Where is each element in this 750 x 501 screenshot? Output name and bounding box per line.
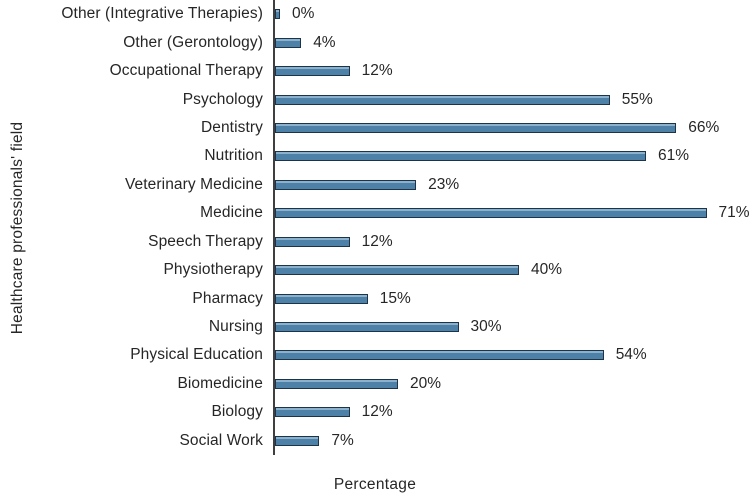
- bar: [275, 9, 280, 20]
- x-axis-title: Percentage: [333, 476, 417, 493]
- bar-row: Speech Therapy 12%: [36, 227, 750, 256]
- bar-row: Medicine 71%: [36, 199, 750, 228]
- bar-track: 20%: [273, 369, 750, 399]
- category-label: Psychology: [182, 90, 263, 108]
- bar: [275, 293, 368, 304]
- bar-row: Social Work 7%: [36, 426, 750, 455]
- category-label: Nutrition: [204, 147, 263, 165]
- bar: [275, 407, 350, 418]
- category-label: Occupational Therapy: [109, 62, 263, 80]
- value-label: 30%: [470, 318, 502, 336]
- value-label: 23%: [428, 175, 460, 193]
- bar: [275, 322, 459, 333]
- bar: [275, 122, 677, 133]
- bar-track: 12%: [273, 227, 750, 256]
- bar-track: 30%: [273, 312, 750, 342]
- bar-track: 12%: [273, 56, 750, 86]
- bar: [275, 435, 320, 446]
- category-label: Speech Therapy: [148, 232, 263, 250]
- bar: [275, 350, 604, 361]
- bar-track: 61%: [273, 142, 750, 171]
- bar-row: Biomedicine 20%: [36, 369, 750, 399]
- bar-track: 12%: [273, 398, 750, 427]
- bar-track: 15%: [273, 284, 750, 313]
- bar-row: Occupational Therapy 12%: [36, 56, 750, 86]
- value-label: 12%: [361, 403, 393, 421]
- bar: [275, 37, 302, 48]
- category-label: Nursing: [208, 318, 263, 336]
- bar-track: 40%: [273, 255, 750, 285]
- category-label: Veterinary Medicine: [124, 175, 263, 193]
- bar-track: 54%: [273, 341, 750, 370]
- y-axis-title: Healthcare professionals' field: [9, 121, 26, 334]
- bar-row: Dentistry 66%: [36, 113, 750, 143]
- category-label: Other (Integrative Therapies): [61, 5, 263, 23]
- chart-body: Healthcare professionals' field Other (I…: [0, 0, 750, 455]
- value-label: 54%: [615, 346, 647, 364]
- bar-row: Nutrition 61%: [36, 142, 750, 171]
- bar: [275, 265, 519, 276]
- value-label: 12%: [361, 62, 393, 80]
- bar-track: 66%: [273, 113, 750, 143]
- value-label: 71%: [718, 204, 750, 222]
- bar: [275, 179, 417, 190]
- value-label: 4%: [313, 33, 336, 51]
- category-label: Physical Education: [130, 346, 263, 364]
- bar-track: 4%: [273, 28, 750, 57]
- bar: [275, 66, 350, 77]
- bar-track: 23%: [273, 170, 750, 200]
- value-label: 66%: [688, 118, 720, 136]
- bar-track: 55%: [273, 85, 750, 114]
- category-label: Social Work: [179, 431, 263, 449]
- y-axis-title-strip: Healthcare professionals' field: [0, 0, 36, 455]
- category-label: Medicine: [200, 204, 263, 222]
- value-label: 20%: [410, 374, 442, 392]
- category-label: Dentistry: [200, 118, 263, 136]
- bar-row: Pharmacy 15%: [36, 284, 750, 313]
- bar-row: Physiotherapy 40%: [36, 255, 750, 285]
- category-label: Physiotherapy: [163, 261, 263, 279]
- value-label: 61%: [658, 147, 690, 165]
- bar: [275, 378, 398, 389]
- category-label: Pharmacy: [192, 289, 263, 307]
- value-label: 55%: [621, 90, 653, 108]
- bar-row: Other (Gerontology) 4%: [36, 28, 750, 57]
- category-label: Other (Gerontology): [123, 33, 263, 51]
- bar-row: Psychology 55%: [36, 85, 750, 114]
- bar-track: 0%: [273, 0, 750, 29]
- bar-track: 7%: [273, 426, 750, 455]
- bar: [275, 236, 350, 247]
- bar-row: Physical Education 54%: [36, 341, 750, 370]
- value-label: 12%: [361, 232, 393, 250]
- bar: [275, 151, 647, 162]
- bar: [275, 94, 610, 105]
- value-label: 15%: [379, 289, 411, 307]
- category-label: Biology: [211, 403, 263, 421]
- category-label: Biomedicine: [177, 374, 263, 392]
- plot-area: Other (Integrative Therapies) 0% Other (Ge…: [36, 0, 750, 455]
- bar-row: Biology 12%: [36, 398, 750, 427]
- value-label: 0%: [292, 5, 315, 23]
- value-label: 7%: [331, 431, 354, 449]
- bar-track: 71%: [273, 199, 750, 228]
- bar-row: Other (Integrative Therapies) 0%: [36, 0, 750, 29]
- value-label: 40%: [531, 261, 563, 279]
- bar: [275, 208, 707, 219]
- bar-row: Veterinary Medicine 23%: [36, 170, 750, 200]
- bar-row: Nursing 30%: [36, 312, 750, 342]
